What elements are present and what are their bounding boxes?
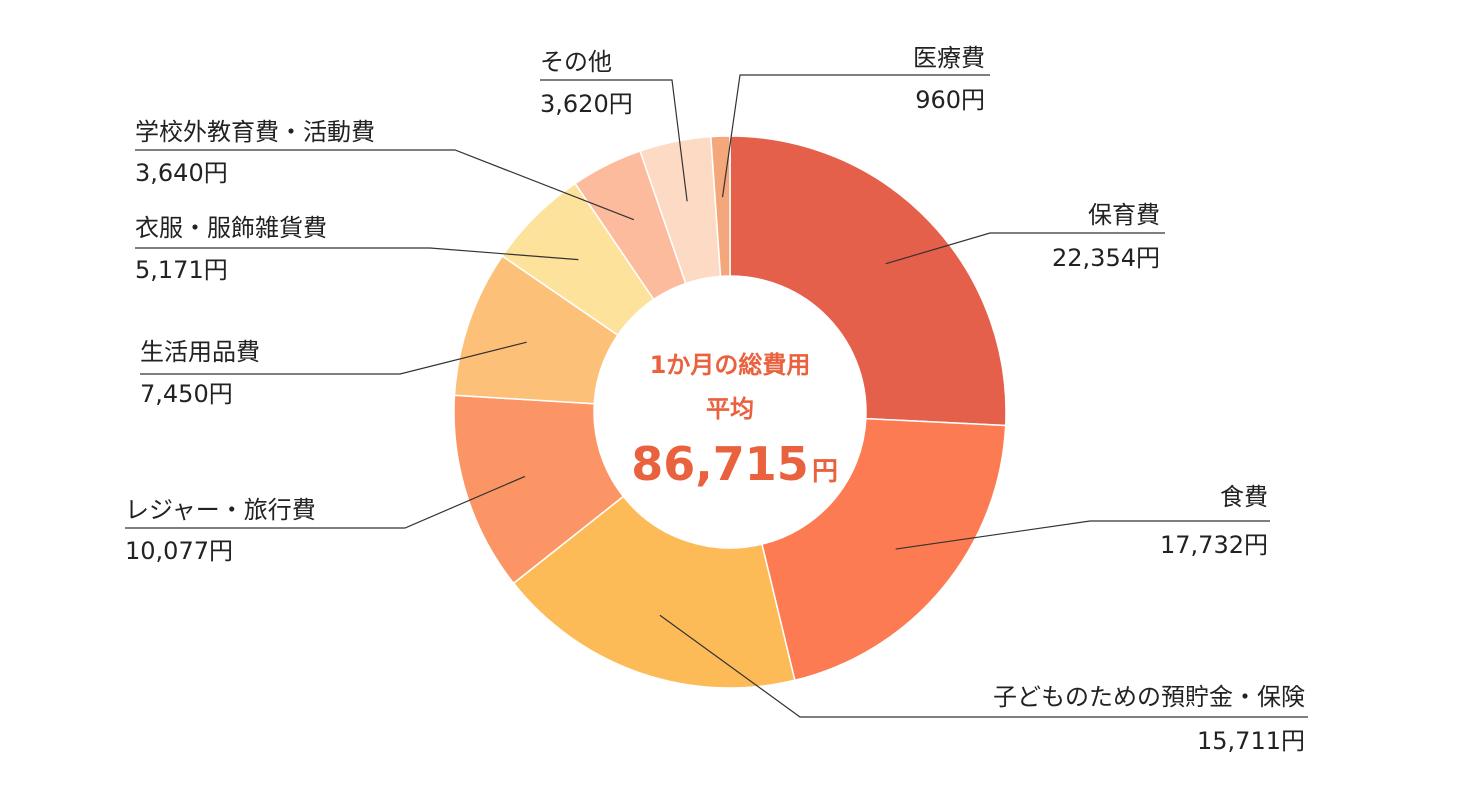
- center-unit: 円: [812, 457, 838, 487]
- leader-line: [659, 614, 1308, 718]
- leader-line: [125, 475, 526, 529]
- slice-label: レジャー・旅行費: [125, 496, 316, 524]
- leader-line: [721, 74, 990, 198]
- slice: [710, 135, 731, 278]
- slice-label: 衣服・服飾雑貨費: [135, 214, 327, 242]
- value-label: 15,711円: [1197, 727, 1305, 755]
- leader-line: [135, 149, 635, 221]
- leader-line: [540, 79, 688, 202]
- leader-line: [140, 341, 527, 375]
- value-label: 17,732円: [1160, 531, 1268, 559]
- slice-label: 医療費: [913, 44, 985, 72]
- center-total: 86,715: [631, 437, 809, 491]
- slice: [512, 495, 796, 689]
- slice: [729, 135, 1007, 427]
- center-title: 1か月の総費用: [650, 351, 811, 379]
- value-label: 7,450円: [140, 380, 233, 408]
- value-label: 5,171円: [135, 256, 228, 284]
- slice: [761, 417, 1007, 682]
- value-label: 3,620円: [540, 90, 633, 118]
- value-label: 960円: [915, 86, 985, 114]
- center-subtitle: 平均: [706, 395, 754, 423]
- leader-line: [885, 232, 1165, 265]
- slice-label: 食費: [1220, 483, 1268, 511]
- leader-line: [135, 247, 579, 261]
- slice-label: 保育費: [1088, 201, 1160, 229]
- slice-label: 学校外教育費・活動費: [135, 118, 375, 146]
- value-label: 3,640円: [135, 159, 228, 187]
- slice-label: その他: [540, 48, 612, 76]
- slice-label: 生活用品費: [140, 338, 260, 366]
- leader-line: [895, 520, 1270, 550]
- value-label: 10,077円: [125, 537, 233, 565]
- value-label: 22,354円: [1052, 244, 1160, 272]
- slice-label: 子どものための預貯金・保険: [993, 683, 1305, 711]
